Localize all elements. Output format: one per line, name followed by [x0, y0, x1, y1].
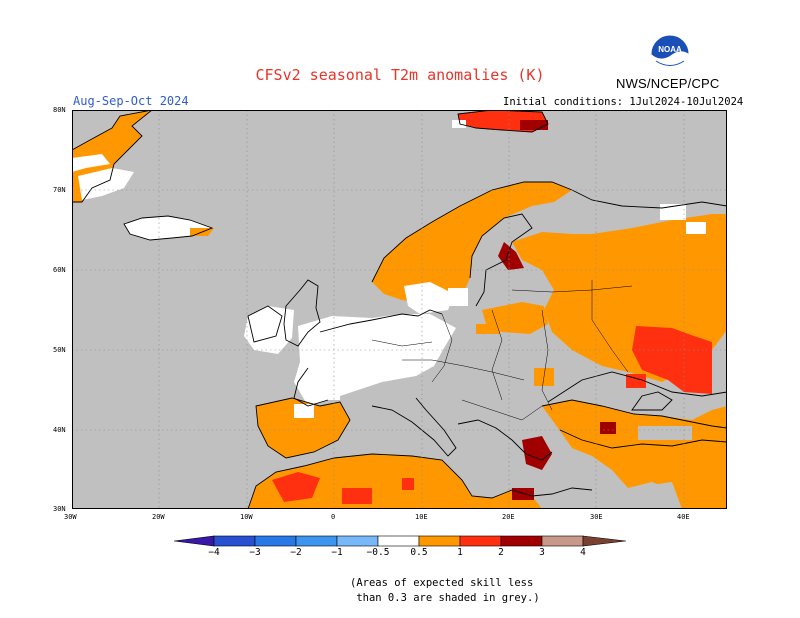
colorbar-label-p05: 0.5	[410, 547, 428, 558]
colorbar-bin-2	[254, 535, 297, 547]
lon-label-30w: 30W	[64, 513, 77, 521]
lat-label-50n: 50N	[53, 346, 66, 354]
colorbar-label-p1: 1	[457, 547, 463, 558]
lon-label-40e: 40E	[677, 513, 690, 521]
colorbar-bin-9	[541, 535, 584, 547]
plot-title: CFSv2 seasonal T2m anomalies (K)	[255, 66, 545, 84]
lon-label-0: 0	[331, 513, 336, 521]
colorbar-label-m4: −4	[208, 547, 220, 558]
coastlines	[72, 110, 727, 509]
lon-label-10w: 10W	[240, 513, 253, 521]
lat-label-70n: 70N	[53, 186, 66, 194]
noaa-logo-text: NOAA	[658, 45, 682, 54]
lat-label-30n: 30N	[53, 505, 66, 513]
lon-label-30e: 30E	[590, 513, 603, 521]
lat-label-80n: 80N	[53, 106, 66, 114]
colorbar-bin-1	[213, 535, 256, 547]
skill-footnote: (Areas of expected skill less than 0.3 a…	[350, 576, 540, 606]
agency-label: NWS/NCEP/CPC	[616, 76, 720, 91]
east-europe-anomaly	[498, 204, 727, 394]
colorbar-label-m05: −0.5	[366, 547, 390, 558]
skill-footnote-line-1: (Areas of expected skill less	[350, 577, 534, 589]
turkey-anomaly	[522, 400, 727, 509]
colorbar-label-m2: −2	[290, 547, 302, 558]
colorbar-bin-3	[295, 535, 338, 547]
greenland-anomaly	[72, 110, 152, 202]
borders	[371, 280, 633, 421]
noaa-logo: NOAA	[650, 34, 690, 74]
svalbard-anomaly	[452, 110, 548, 132]
colorbar-bin-7	[459, 535, 502, 547]
map-frame	[72, 110, 727, 509]
initial-conditions-label: Initial conditions: 1Jul2024-10Jul2024	[503, 96, 744, 108]
western-europe-anomaly	[244, 282, 456, 406]
colorbar-label-m3: −3	[249, 547, 261, 558]
colorbar-label-p4: 4	[580, 547, 586, 558]
lon-label-20w: 20W	[152, 513, 165, 521]
colorbar-bin-4	[336, 535, 379, 547]
colorbar-min-arrow	[174, 535, 215, 547]
colorbar-bin-8	[500, 535, 543, 547]
north-africa-anomaly	[248, 454, 542, 509]
lon-label-10e: 10E	[415, 513, 428, 521]
season-label: Aug-Sep-Oct 2024	[73, 94, 189, 108]
colorbar	[174, 535, 626, 547]
colorbar-bin-5	[377, 535, 420, 547]
colorbar-max-arrow	[582, 535, 626, 547]
lat-label-60n: 60N	[53, 266, 66, 274]
colorbar-label-m1: −1	[331, 547, 343, 558]
colorbar-bin-6	[418, 535, 461, 547]
skill-footnote-line-2: than 0.3 are shaded in grey.)	[350, 592, 540, 604]
colorbar-label-p3: 3	[539, 547, 545, 558]
lon-label-20e: 20E	[502, 513, 515, 521]
lat-label-40n: 40N	[53, 426, 66, 434]
colorbar-label-p2: 2	[498, 547, 504, 558]
gridlines	[72, 110, 727, 509]
iberia-anomaly	[256, 398, 350, 458]
anomaly-map	[72, 110, 727, 509]
